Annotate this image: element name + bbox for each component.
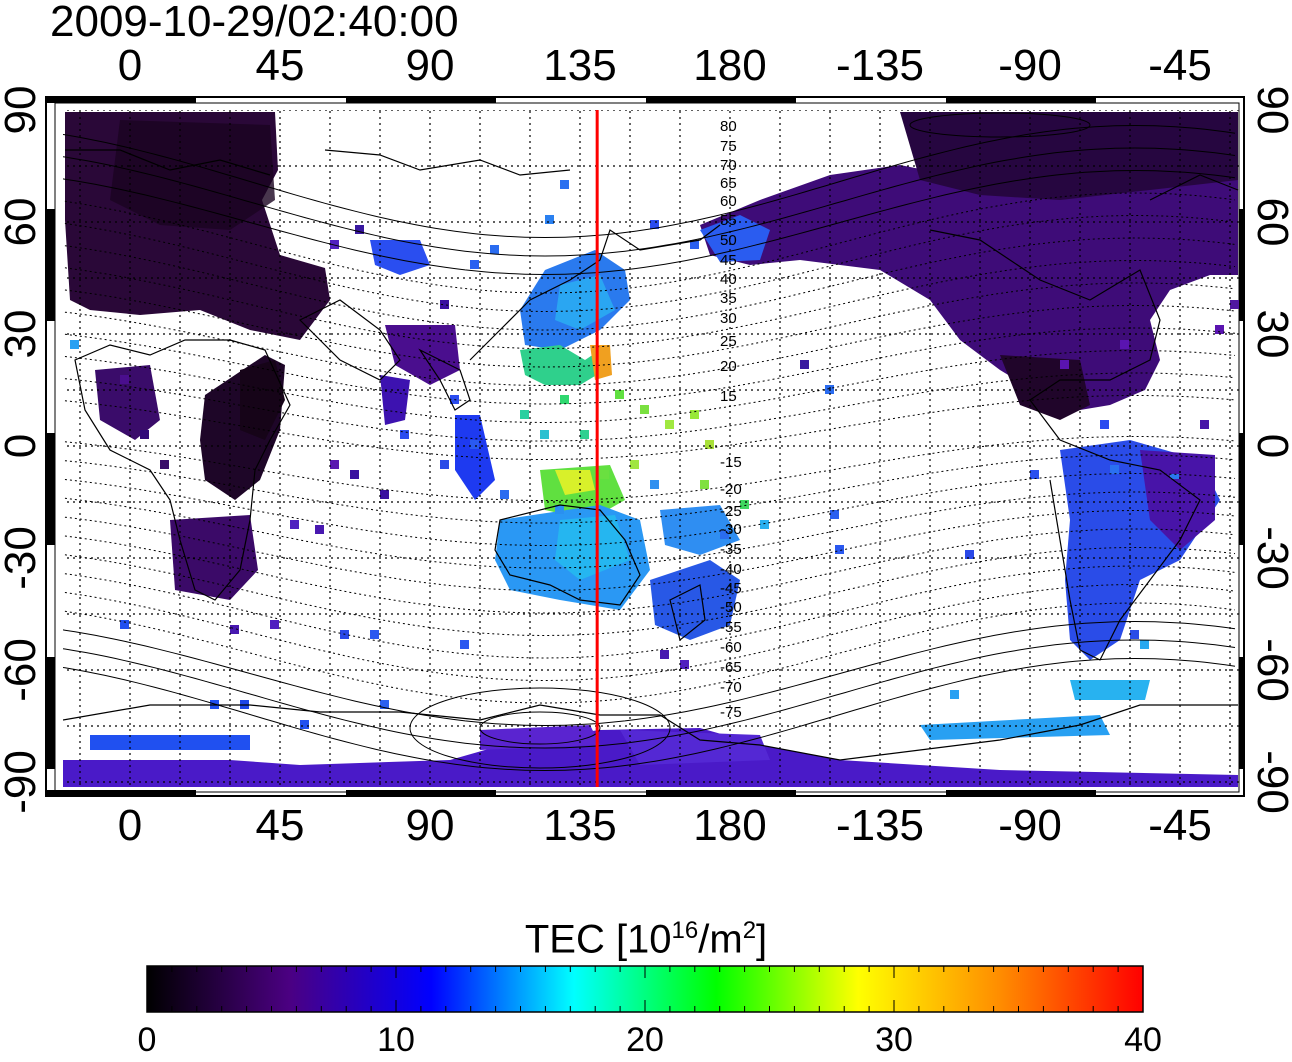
contour-label: 45 — [720, 252, 737, 269]
left-lat-tick-label: -30 — [0, 526, 45, 590]
left-lat-tick-label: 90 — [0, 86, 45, 135]
contour-label: -70 — [720, 679, 742, 696]
left-lat-tick-label: 0 — [0, 434, 45, 458]
contour-label: 65 — [720, 175, 737, 192]
contour-label: 30 — [720, 310, 737, 327]
tec-colorbar — [146, 965, 1144, 1013]
bottom-lon-tick-label: 90 — [406, 801, 455, 850]
coastlines — [63, 149, 1239, 761]
top-lon-tick-label: 135 — [543, 41, 616, 90]
contour-label: 60 — [720, 193, 737, 210]
contour-label: 55 — [720, 212, 737, 229]
magnetic-contours — [63, 112, 1236, 772]
contour-label: 50 — [720, 232, 737, 249]
contour-label: 80 — [720, 118, 737, 135]
colorbar-title-suffix: ] — [756, 917, 768, 962]
left-lat-tick-label: -90 — [0, 750, 45, 814]
right-lat-tick-label: -90 — [1248, 750, 1292, 814]
right-lat-tick-label: 90 — [1248, 86, 1292, 135]
right-latitude-ticks: 90 60 30 0 -30 -60 -90 — [1248, 86, 1292, 814]
bottom-lon-tick-label: 0 — [118, 801, 142, 850]
left-lat-tick-label: -60 — [0, 638, 45, 702]
right-lat-tick-label: 0 — [1248, 434, 1292, 458]
top-lon-tick-label: -90 — [998, 41, 1062, 90]
bottom-lon-tick-label: -45 — [1148, 801, 1212, 850]
right-lat-tick-label: -30 — [1248, 526, 1292, 590]
colorbar-tick-label: 30 — [875, 1021, 913, 1059]
contour-label: -25 — [720, 503, 742, 520]
bottom-lon-tick-label: -90 — [998, 801, 1062, 850]
contour-label: -35 — [720, 541, 742, 558]
colorbar-title-unit-exponent: 2 — [742, 917, 757, 944]
top-lon-tick-label: 90 — [406, 41, 455, 90]
tec-data-regions — [63, 112, 1238, 787]
bottom-lon-tick-label: 45 — [256, 801, 305, 850]
colorbar-tick-labels: 0 10 20 30 40 — [0, 1022, 1292, 1062]
right-lat-tick-label: 30 — [1248, 310, 1292, 359]
contour-label: -15 — [720, 454, 742, 471]
top-longitude-ticks: 0 45 90 135 180 -135 -90 -45 — [118, 41, 1212, 90]
left-lat-tick-label: 60 — [0, 198, 45, 247]
colorbar-tick-label: 20 — [626, 1021, 664, 1059]
colorbar-title-exponent: 16 — [671, 917, 699, 944]
timestamp-title: 2009-10-29/02:40:00 — [50, 0, 459, 46]
contour-label: 75 — [720, 138, 737, 155]
colorbar-title-prefix: TEC [10 — [524, 917, 672, 962]
contour-label: -40 — [720, 561, 742, 578]
contour-label: -20 — [720, 481, 742, 498]
left-lat-tick-label: 30 — [0, 310, 45, 359]
bottom-lon-tick-label: 135 — [543, 801, 616, 850]
right-lat-tick-label: -60 — [1248, 638, 1292, 702]
contour-label: -65 — [720, 659, 742, 676]
contour-label: 40 — [720, 271, 737, 288]
top-lon-tick-label: 180 — [693, 41, 766, 90]
contour-label: -50 — [720, 599, 742, 616]
tec-scatter-points — [70, 180, 1239, 729]
colorbar-tick-label: 10 — [377, 1021, 415, 1059]
right-lat-tick-label: 60 — [1248, 198, 1292, 247]
top-lon-tick-label: 45 — [256, 41, 305, 90]
contour-label: 70 — [720, 157, 737, 174]
top-lon-tick-label: -135 — [836, 41, 924, 90]
colorbar-minor-ticks — [171, 966, 1119, 1012]
colorbar-tick-label: 0 — [137, 1021, 157, 1059]
left-latitude-ticks: 90 60 30 0 -30 -60 -90 — [0, 86, 45, 814]
contour-label: -60 — [720, 639, 742, 656]
colorbar-tick-label: 40 — [1124, 1021, 1162, 1059]
bottom-lon-tick-label: -135 — [836, 801, 924, 850]
tec-map: 0 45 90 135 180 -135 -90 -45 0 45 90 135 180 -135 -90… — [0, 41, 1292, 850]
bottom-lon-tick-label: 180 — [693, 801, 766, 850]
colorbar-title: TEC [1016/m2] — [0, 908, 1292, 962]
contour-label: 25 — [720, 333, 737, 350]
top-lon-tick-label: -45 — [1148, 41, 1212, 90]
frame-tick-bars — [46, 97, 1244, 796]
top-lon-tick-label: 0 — [118, 41, 142, 90]
bottom-longitude-ticks: 0 45 90 135 180 -135 -90 -45 — [118, 801, 1212, 850]
contour-label: -30 — [720, 521, 742, 538]
contour-label: 20 — [720, 358, 737, 375]
contour-label: -45 — [720, 580, 742, 597]
contour-label: -75 — [720, 704, 742, 721]
contour-label: 15 — [720, 388, 737, 405]
colorbar-title-unit: /m — [698, 917, 743, 962]
contour-label: -55 — [720, 619, 742, 636]
contour-label: 35 — [720, 290, 737, 307]
